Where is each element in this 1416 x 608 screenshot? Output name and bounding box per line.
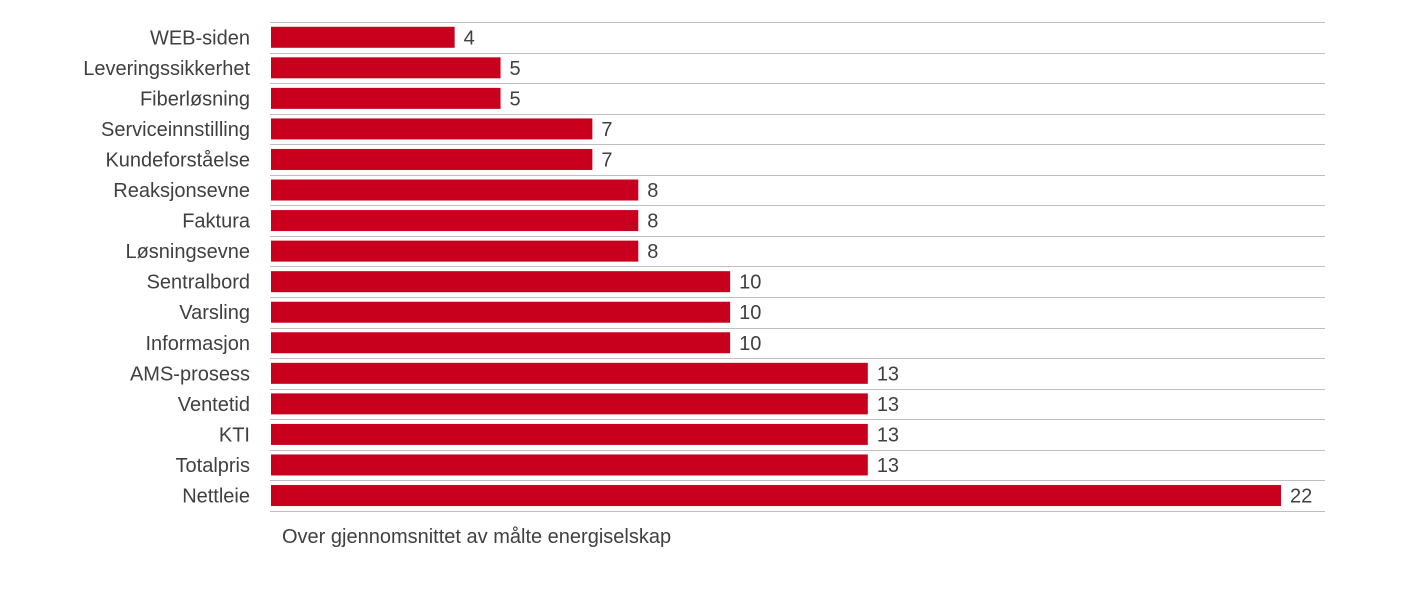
bar bbox=[271, 332, 731, 354]
bar bbox=[271, 423, 868, 445]
value-label: 7 bbox=[601, 119, 612, 141]
bar bbox=[271, 118, 593, 140]
value-label: 13 bbox=[877, 455, 899, 477]
category-label: AMS-prosess bbox=[130, 363, 250, 385]
category-label: Ventetid bbox=[178, 394, 250, 416]
bar bbox=[271, 179, 639, 201]
category-label: Informasjon bbox=[146, 333, 251, 355]
bar bbox=[271, 393, 868, 415]
bar bbox=[271, 454, 868, 476]
value-label: 8 bbox=[647, 241, 658, 263]
value-label: 13 bbox=[877, 394, 899, 416]
bar bbox=[271, 485, 1281, 507]
value-label: 8 bbox=[647, 211, 658, 233]
value-labels: 4 5 5 7 7 8 8 8 10 10 10 13 13 13 13 22 bbox=[464, 27, 1313, 507]
value-label: 10 bbox=[739, 302, 761, 324]
value-label: 10 bbox=[739, 272, 761, 294]
category-label: Varsling bbox=[179, 302, 250, 324]
category-label: KTI bbox=[219, 424, 250, 446]
value-label: 7 bbox=[601, 149, 612, 171]
x-axis-label: Over gjennomsnittet av målte energiselsk… bbox=[282, 526, 671, 548]
category-label: Fiberløsning bbox=[140, 88, 250, 110]
category-label: Løsningsevne bbox=[125, 241, 250, 263]
bar bbox=[271, 271, 731, 293]
category-label: Reaksjonsevne bbox=[113, 180, 250, 202]
gridlines bbox=[270, 22, 1325, 512]
bar bbox=[271, 26, 455, 48]
bar bbox=[271, 148, 593, 170]
bar bbox=[271, 210, 639, 232]
value-label: 13 bbox=[877, 363, 899, 385]
category-label: Faktura bbox=[182, 211, 251, 233]
bar bbox=[271, 301, 731, 323]
value-label: 8 bbox=[647, 180, 658, 202]
value-label: 10 bbox=[739, 333, 761, 355]
category-label: Nettleie bbox=[182, 486, 250, 508]
category-label: Serviceinnstilling bbox=[101, 119, 250, 141]
category-label: Totalpris bbox=[176, 455, 250, 477]
value-label: 13 bbox=[877, 424, 899, 446]
value-label: 5 bbox=[510, 58, 521, 80]
bar bbox=[271, 362, 868, 384]
bar bbox=[271, 57, 501, 79]
value-label: 22 bbox=[1290, 486, 1312, 508]
value-label: 5 bbox=[510, 88, 521, 110]
category-labels: WEB-siden Leveringssikkerhet Fiberløsning S… bbox=[83, 27, 251, 507]
bars bbox=[271, 26, 1281, 507]
category-label: Sentralbord bbox=[147, 272, 250, 294]
category-label: Leveringssikkerhet bbox=[83, 58, 250, 80]
value-label: 4 bbox=[464, 27, 475, 49]
bar bbox=[271, 87, 501, 109]
category-label: WEB-siden bbox=[150, 27, 250, 49]
category-label: Kundeforståelse bbox=[105, 149, 250, 171]
bar bbox=[271, 240, 639, 262]
